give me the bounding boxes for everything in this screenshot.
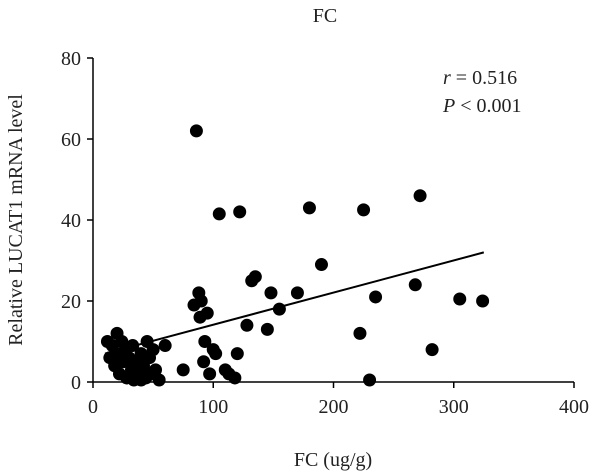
data-point (198, 335, 212, 348)
y-tick-label: 80 (61, 48, 81, 70)
y-axis-ticks: 0 20 40 60 80 (61, 48, 93, 394)
y-tick-label: 60 (61, 129, 81, 151)
stat-p-label: P (442, 95, 455, 117)
data-point (152, 373, 166, 387)
data-point (353, 326, 367, 340)
y-axis-title: Relative LUCAT1 mRNA level (5, 94, 27, 346)
data-point (453, 292, 467, 306)
data-point (476, 294, 490, 308)
data-point (203, 367, 217, 381)
x-tick-label: 300 (439, 396, 469, 418)
x-tick-label: 100 (198, 396, 228, 418)
x-tick-label: 200 (319, 396, 349, 418)
data-point (369, 290, 383, 304)
data-point (248, 270, 262, 284)
stat-p-value: < 0.001 (455, 95, 521, 117)
data-point (146, 343, 160, 357)
stat-r-value: = 0.516 (451, 67, 517, 89)
x-tick-label: 400 (559, 396, 589, 418)
data-point (413, 189, 427, 203)
data-point (363, 373, 377, 387)
data-point (314, 258, 328, 272)
data-point (149, 363, 163, 377)
data-point (233, 205, 247, 219)
data-point (302, 201, 316, 215)
data-point (189, 124, 203, 138)
stat-p: P < 0.001 (442, 95, 522, 117)
data-point (290, 286, 304, 300)
data-point (158, 339, 172, 353)
data-point (408, 278, 422, 292)
data-point (240, 318, 254, 332)
data-point (230, 347, 244, 361)
data-point (194, 294, 208, 308)
trendline-group (104, 251, 485, 355)
y-tick-label: 20 (61, 291, 81, 313)
x-axis-title: FC (ug/g) (294, 449, 372, 471)
data-point (212, 207, 226, 221)
data-point (260, 322, 274, 336)
y-tick-label: 0 (71, 372, 81, 394)
data-point (209, 347, 223, 361)
stat-r: r = 0.516 (443, 67, 517, 89)
chart-title: FC (313, 5, 337, 27)
data-point (264, 286, 278, 300)
data-points (100, 124, 490, 387)
trendline (104, 251, 485, 355)
data-point (197, 355, 211, 369)
data-point (228, 371, 242, 385)
data-point (425, 343, 439, 357)
data-point (357, 203, 371, 217)
x-tick-label: 0 (88, 396, 98, 418)
data-point (200, 306, 214, 320)
y-tick-label: 40 (61, 210, 81, 232)
x-axis-ticks: 0 100 200 300 400 (88, 382, 589, 418)
data-point (176, 363, 190, 377)
stat-r-label: r (443, 67, 451, 89)
